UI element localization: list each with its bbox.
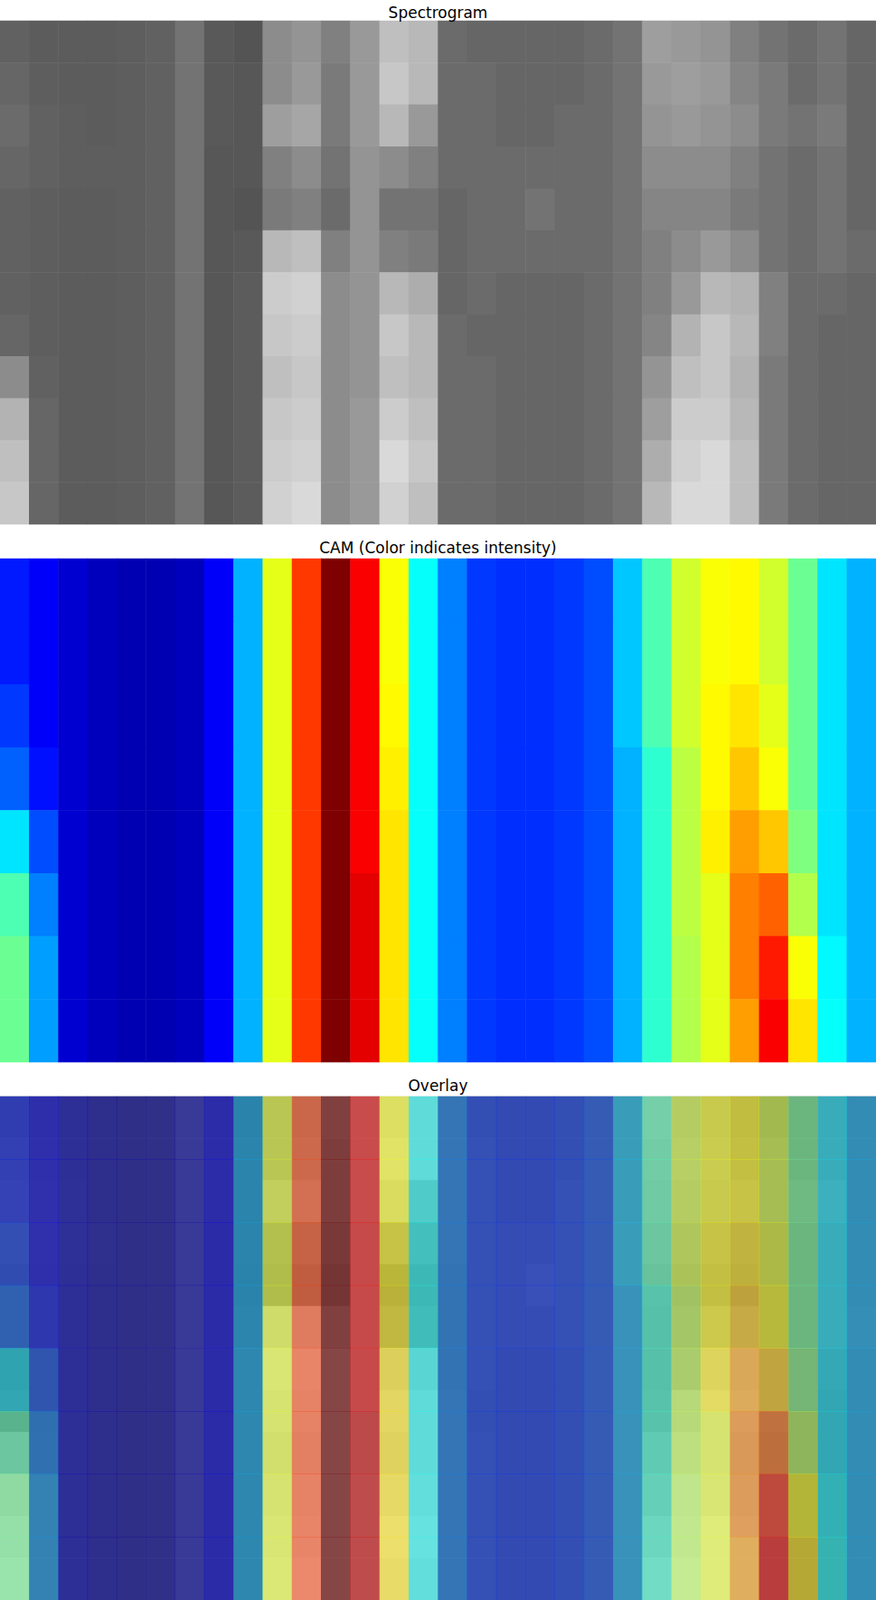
svg-text:Overlay: Overlay: [407, 1076, 468, 1095]
svg-text:Spectrogram: Spectrogram: [388, 3, 489, 22]
svg-text:CAM (Color indicates intensity: CAM (Color indicates intensity): [319, 538, 557, 557]
